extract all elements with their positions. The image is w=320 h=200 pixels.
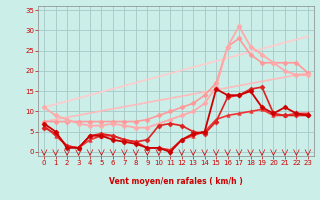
- X-axis label: Vent moyen/en rafales ( km/h ): Vent moyen/en rafales ( km/h ): [109, 177, 243, 186]
